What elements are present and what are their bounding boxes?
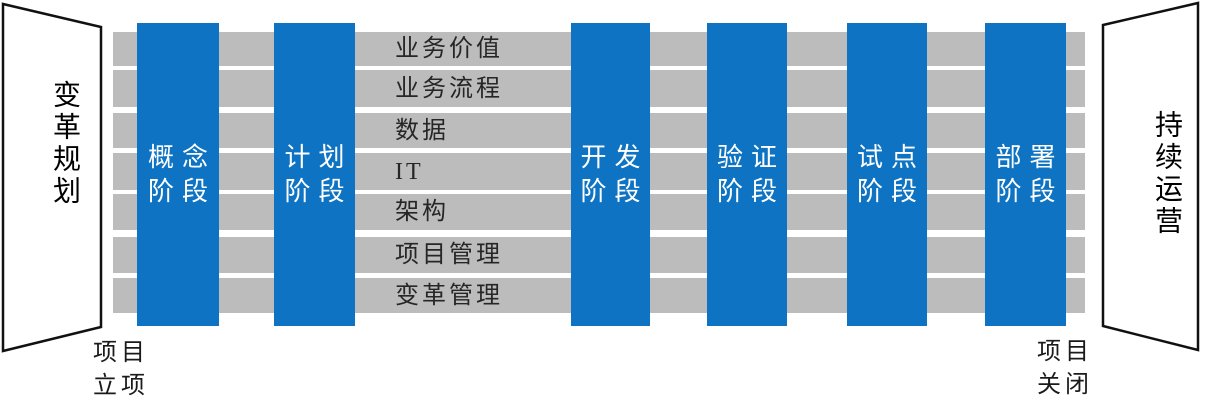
- phase-label-line: 阶段: [995, 176, 1064, 206]
- phase-column-deploy: 部署 阶段: [985, 23, 1066, 326]
- phase-label-line: 开发: [580, 142, 649, 172]
- phase-column-pilot: 试点 阶段: [847, 23, 927, 326]
- change-planning-title: 变革规划: [49, 80, 80, 208]
- lane-label: 架构: [395, 199, 449, 225]
- lane-label: IT: [395, 158, 424, 185]
- lane-label: 数据: [395, 117, 449, 144]
- milestone-project-initiation: 项目 立项: [80, 337, 158, 403]
- phase-label-line: 计划: [284, 142, 353, 172]
- phase-label-line: 概念: [147, 142, 216, 172]
- phase-label-line: 阶段: [147, 176, 216, 206]
- phase-label-line: 验证: [716, 142, 785, 172]
- lane-label: 项目管理: [395, 242, 503, 268]
- phase-label-line: 阶段: [716, 176, 785, 206]
- phase-column-develop: 开发 阶段: [571, 23, 650, 326]
- lane-label: 变革管理: [395, 282, 503, 309]
- lane-label: 业务流程: [395, 75, 503, 102]
- phase-label-line: 部署: [995, 142, 1064, 172]
- phase-label-line: 阶段: [284, 176, 353, 206]
- phase-column-concept: 概念 阶段: [137, 23, 219, 326]
- phase-label-line: 阶段: [856, 176, 925, 206]
- phase-column-verify: 验证 阶段: [707, 23, 787, 326]
- milestone-project-closure: 项目 关闭: [1024, 336, 1102, 402]
- milestone-line: 关闭: [1037, 372, 1093, 398]
- lane-label: 业务价值: [395, 36, 503, 62]
- phase-column-plan: 计划 阶段: [274, 23, 355, 326]
- phase-label-line: 阶段: [580, 176, 649, 206]
- continuous-operation-title: 持续运营: [1151, 110, 1182, 238]
- phase-label-line: 试点: [856, 142, 925, 172]
- milestone-line: 项目: [93, 340, 149, 366]
- milestone-line: 项目: [1037, 339, 1093, 365]
- milestone-line: 立项: [93, 373, 149, 399]
